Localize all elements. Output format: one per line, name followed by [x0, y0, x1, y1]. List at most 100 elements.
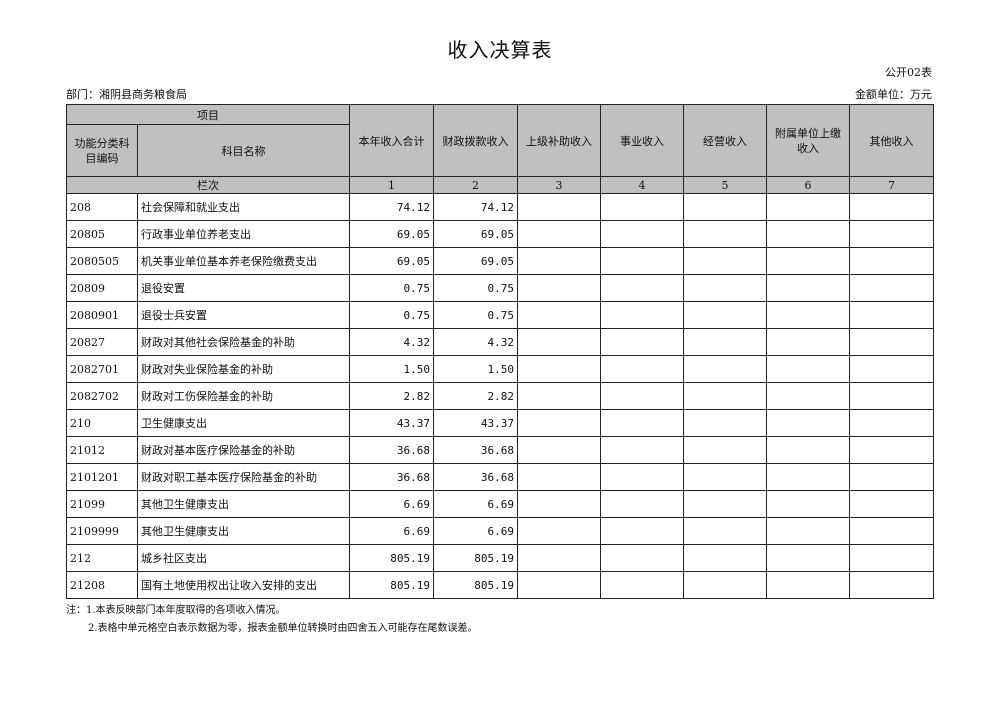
- empty-cell: [517, 328, 601, 356]
- row-total: 6.69: [349, 517, 434, 545]
- row-code: 21012: [66, 436, 138, 464]
- empty-cell: [849, 517, 934, 545]
- empty-cell: [766, 409, 850, 437]
- column-number: 2: [433, 176, 518, 194]
- header-col-5: 经营收入: [683, 104, 767, 177]
- department: 部门：湘阴县商务粮食局: [66, 88, 187, 101]
- empty-cell: [766, 247, 850, 275]
- header-col-4: 事业收入: [600, 104, 684, 177]
- row-code: 2080901: [66, 301, 138, 329]
- row-fiscal: 43.37: [433, 409, 518, 437]
- empty-cell: [600, 490, 684, 518]
- empty-cell: [517, 571, 601, 599]
- empty-cell: [600, 544, 684, 572]
- empty-cell: [683, 571, 767, 599]
- header-col-7: 其他收入: [849, 104, 934, 177]
- empty-cell: [849, 463, 934, 491]
- row-total: 36.68: [349, 463, 434, 491]
- empty-cell: [600, 355, 684, 383]
- empty-cell: [517, 544, 601, 572]
- income-table: 项目 本年收入合计 财政拨款收入 上级补助收入 事业收入 经营收入 附属单位上缴…: [66, 104, 934, 599]
- table-row: 20805 行政事业单位养老支出 69.05 69.05: [66, 220, 934, 248]
- row-code: 212: [66, 544, 138, 572]
- empty-cell: [849, 355, 934, 383]
- row-name: 财政对职工基本医疗保险基金的补助: [137, 463, 350, 491]
- row-fiscal: 36.68: [433, 463, 518, 491]
- empty-cell: [766, 544, 850, 572]
- table-row: 2082702 财政对工伤保险基金的补助 2.82 2.82: [66, 382, 934, 410]
- empty-cell: [517, 247, 601, 275]
- row-fiscal: 36.68: [433, 436, 518, 464]
- column-number: 7: [849, 176, 934, 194]
- row-total: 74.12: [349, 193, 434, 221]
- row-total: 69.05: [349, 247, 434, 275]
- empty-cell: [849, 193, 934, 221]
- empty-cell: [849, 274, 934, 302]
- row-code: 21099: [66, 490, 138, 518]
- row-total: 36.68: [349, 436, 434, 464]
- table-row: 208 社会保障和就业支出 74.12 74.12: [66, 193, 934, 221]
- empty-cell: [849, 436, 934, 464]
- header-col-3: 上级补助收入: [517, 104, 601, 177]
- column-number: 3: [517, 176, 601, 194]
- empty-cell: [600, 409, 684, 437]
- empty-cell: [517, 355, 601, 383]
- column-number: 1: [349, 176, 434, 194]
- empty-cell: [849, 220, 934, 248]
- row-code: 20827: [66, 328, 138, 356]
- row-total: 0.75: [349, 274, 434, 302]
- column-number: 5: [683, 176, 767, 194]
- column-number: 4: [600, 176, 684, 194]
- row-name: 退役安置: [137, 274, 350, 302]
- row-fiscal: 69.05: [433, 220, 518, 248]
- row-name: 机关事业单位基本养老保险缴费支出: [137, 247, 350, 275]
- empty-cell: [600, 463, 684, 491]
- row-name: 社会保障和就业支出: [137, 193, 350, 221]
- table-row: 2109999 其他卫生健康支出 6.69 6.69: [66, 517, 934, 545]
- empty-cell: [600, 517, 684, 545]
- empty-cell: [683, 436, 767, 464]
- empty-cell: [517, 382, 601, 410]
- empty-cell: [849, 247, 934, 275]
- empty-cell: [683, 193, 767, 221]
- row-fiscal: 2.82: [433, 382, 518, 410]
- empty-cell: [683, 301, 767, 329]
- empty-cell: [517, 220, 601, 248]
- row-fiscal: 6.69: [433, 517, 518, 545]
- row-total: 0.75: [349, 301, 434, 329]
- row-code: 210: [66, 409, 138, 437]
- empty-cell: [766, 490, 850, 518]
- empty-cell: [849, 382, 934, 410]
- empty-cell: [517, 490, 601, 518]
- table-row: 20809 退役安置 0.75 0.75: [66, 274, 934, 302]
- empty-cell: [683, 274, 767, 302]
- row-code: 208: [66, 193, 138, 221]
- empty-cell: [683, 517, 767, 545]
- row-name: 财政对失业保险基金的补助: [137, 355, 350, 383]
- note-1: 注：1.本表反映部门本年度取得的各项收入情况。: [66, 605, 286, 616]
- row-fiscal: 74.12: [433, 193, 518, 221]
- empty-cell: [600, 328, 684, 356]
- row-name: 财政对工伤保险基金的补助: [137, 382, 350, 410]
- empty-cell: [766, 328, 850, 356]
- notes: 注：1.本表反映部门本年度取得的各项收入情况。 2.表格中单元格空白表示数据为零…: [66, 602, 478, 638]
- row-total: 6.69: [349, 490, 434, 518]
- table-row: 212 城乡社区支出 805.19 805.19: [66, 544, 934, 572]
- empty-cell: [517, 436, 601, 464]
- row-name: 国有土地使用权出让收入安排的支出: [137, 571, 350, 599]
- row-fiscal: 0.75: [433, 301, 518, 329]
- table-row: 21012 财政对基本医疗保险基金的补助 36.68 36.68: [66, 436, 934, 464]
- empty-cell: [600, 301, 684, 329]
- row-code: 2080505: [66, 247, 138, 275]
- empty-cell: [517, 517, 601, 545]
- row-name: 财政对基本医疗保险基金的补助: [137, 436, 350, 464]
- empty-cell: [683, 544, 767, 572]
- row-total: 1.50: [349, 355, 434, 383]
- note-2: 2.表格中单元格空白表示数据为零，报表金额单位转换时由四舍五入可能存在尾数误差。: [88, 623, 478, 634]
- empty-cell: [600, 382, 684, 410]
- empty-cell: [766, 517, 850, 545]
- empty-cell: [683, 247, 767, 275]
- row-total: 805.19: [349, 571, 434, 599]
- row-code: 2082702: [66, 382, 138, 410]
- row-fiscal: 0.75: [433, 274, 518, 302]
